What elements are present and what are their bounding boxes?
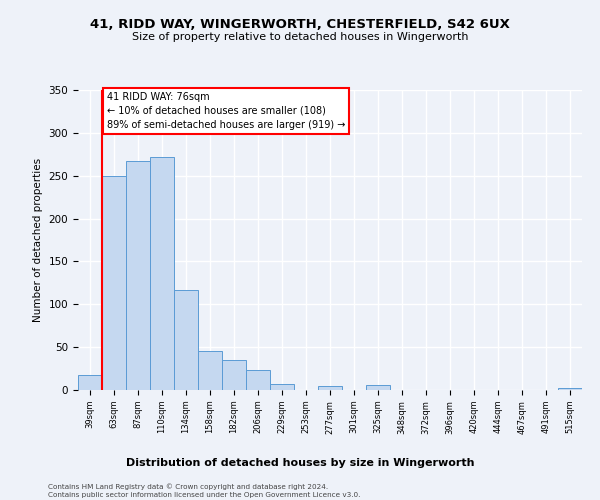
Bar — [270, 384, 294, 390]
Bar — [78, 376, 102, 390]
Bar — [246, 370, 270, 390]
Bar — [174, 290, 198, 390]
Bar — [366, 385, 390, 390]
Bar — [150, 157, 174, 390]
Bar — [102, 176, 126, 390]
Bar — [126, 161, 150, 390]
Bar — [222, 360, 246, 390]
Text: 41, RIDD WAY, WINGERWORTH, CHESTERFIELD, S42 6UX: 41, RIDD WAY, WINGERWORTH, CHESTERFIELD,… — [90, 18, 510, 30]
Text: 41 RIDD WAY: 76sqm
← 10% of detached houses are smaller (108)
89% of semi-detach: 41 RIDD WAY: 76sqm ← 10% of detached hou… — [107, 92, 345, 130]
Bar — [198, 352, 222, 390]
Y-axis label: Number of detached properties: Number of detached properties — [33, 158, 43, 322]
Bar — [558, 388, 582, 390]
Bar — [318, 386, 342, 390]
Text: Contains HM Land Registry data © Crown copyright and database right 2024.
Contai: Contains HM Land Registry data © Crown c… — [48, 484, 361, 498]
Text: Size of property relative to detached houses in Wingerworth: Size of property relative to detached ho… — [132, 32, 468, 42]
Text: Distribution of detached houses by size in Wingerworth: Distribution of detached houses by size … — [126, 458, 474, 468]
